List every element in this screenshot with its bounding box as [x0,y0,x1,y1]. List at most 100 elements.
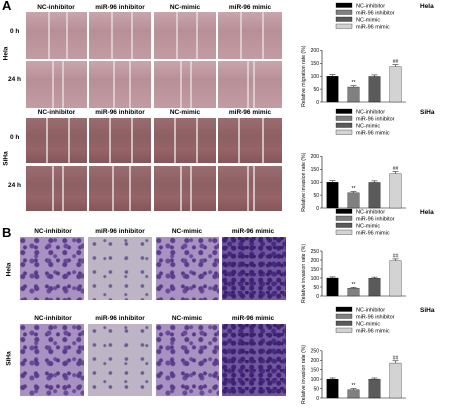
significance-2-1: ** [352,282,356,288]
legend-label-0-3: miR-96 mimic [356,25,390,31]
y-tick-label-3-0: 0 [316,396,319,402]
bar-3-2 [368,378,381,399]
chart-invasion-siha-wound: NC-inhibitor miR-96 inhibitor NC-mimic miR-… [296,106,472,218]
wound-siha-24h-mir96-inhibitor-image [89,166,151,211]
chart-title-2: Hela [420,209,434,216]
legend-label-2-1: miR-96 inhibitor [356,217,395,223]
legend-swatch-0-2 [335,16,353,22]
bar-3-3 [389,362,402,399]
wound-siha-col-title-1: NC-inhibitor [37,109,76,116]
transwell-siha-nc-mimic-image [156,324,219,396]
transwell-siha-col-title-4: miR-96 mimic [231,315,275,322]
wound-siha-col-title-3: NC-mimic [169,109,201,116]
bar-2-0 [326,277,339,297]
legend-swatch-2-0 [335,208,353,214]
significance-0-3: ## [393,59,399,65]
significance-1-3: ## [393,166,399,172]
bar-2-3 [389,260,402,297]
legend-label-2-3: miR-96 mimic [356,231,390,237]
chart-title-1: SiHa [420,109,435,116]
wound-siha-0h-nc-inhibitor-image [26,118,87,163]
chart-title-0: Hela [420,3,434,10]
panel-label-b: B [2,225,12,240]
bar-1-3 [389,173,402,209]
significance-3-3: ## [393,355,399,361]
chart-title-3: SiHa [420,307,435,314]
transwell-siha-col-title-1: NC-inhibitor [34,315,72,322]
y-axis-label-0: Relative migration rate (%) [301,45,307,107]
wound-siha-time-0h: 0 h [10,134,20,141]
bar-0-1 [347,86,360,103]
wound-hela-0h-mir96-inhibitor-image [89,12,151,59]
transwell-hela-cell-line: Hela [5,262,13,277]
transwell-siha-nc-inhibitor-image [20,324,84,396]
y-tick-label-1-2: 100 [311,180,320,186]
wound-hela-0h-mir96-mimic-image [218,12,282,59]
wound-hela-time-0h: 0 h [10,28,20,35]
y-tick-label-0-0: 0 [316,100,319,106]
wound-siha-col-title-4: miR-96 mimic [228,109,272,116]
y-tick-label-2-2: 100 [311,276,320,282]
y-tick-label-2-0: 0 [316,294,319,300]
wound-hela-0h-nc-inhibitor-image [26,12,87,59]
legend-label-0-0: NC-inhibitor [356,4,385,10]
transwell-siha-mir96-inhibitor-image [88,324,152,396]
y-tick-label-3-2: 100 [311,377,320,383]
wound-hela-col-title-3: NC-mimic [169,4,201,11]
y-tick-label-1-3: 150 [311,167,320,173]
y-tick-label-2-4: 200 [311,258,320,264]
y-tick-label-2-1: 50 [313,285,319,291]
wound-siha-24h-nc-mimic-image [154,166,216,211]
y-axis-label-3: Relative invasion rate (%) [301,345,307,404]
y-tick-label-3-3: 150 [311,367,320,373]
bar-3-1 [347,389,360,399]
y-tick-label-1-1: 50 [313,193,319,199]
wound-hela-time-24h: 24 h [8,76,22,83]
transwell-hela-nc-mimic-image [156,237,219,300]
bar-2-1 [347,288,360,297]
y-axis-label-1: Relative invasion rate (%) [301,152,307,211]
transwell-siha-col-title-2: miR-96 inhibitor [95,315,145,322]
legend-label-0-1: miR-96 inhibitor [356,11,395,17]
y-tick-label-1-4: 200 [311,154,320,160]
legend-swatch-3-3 [335,327,353,333]
transwell-hela-col-title-3: NC-mimic [171,228,203,235]
significance-2-3: ## [393,253,399,259]
legend-swatch-3-0 [335,306,353,312]
chart-invasion-siha: NC-inhibitor miR-96 inhibitor NC-mimic miR-… [296,304,472,408]
legend-swatch-2-2 [335,222,353,228]
y-tick-label-3-5: 250 [311,349,320,355]
legend-swatch-0-1 [335,9,353,15]
legend-swatch-1-3 [335,129,353,135]
wound-siha-0h-mir96-mimic-image [218,118,282,163]
wound-hela-24h-mir96-mimic-image [218,61,282,108]
y-tick-label-3-4: 200 [311,358,320,364]
legend-swatch-1-2 [335,122,353,128]
wound-hela-0h-nc-mimic-image [154,12,216,59]
legend-label-2-0: NC-inhibitor [356,210,385,216]
legend-swatch-0-0 [335,2,353,8]
bar-2-2 [368,278,381,297]
wound-siha-24h-mir96-mimic-image [218,166,282,211]
chart-migration-hela: NC-inhibitor miR-96 inhibitor NC-mimic miR-… [296,0,472,112]
legend-swatch-1-1 [335,115,353,121]
bar-1-0 [326,182,339,209]
wound-hela-col-title-4: miR-96 mimic [228,4,272,11]
legend-label-3-3: miR-96 mimic [356,329,390,335]
wound-hela-24h-nc-mimic-image [154,61,216,108]
legend-label-0-2: NC-mimic [356,18,380,24]
bar-1-2 [368,182,381,209]
y-tick-label-0-3: 150 [311,61,320,67]
transwell-hela-nc-inhibitor-image [20,237,84,300]
legend-label-3-1: miR-96 inhibitor [356,315,395,321]
legend-label-1-2: NC-mimic [356,124,380,130]
legend-swatch-3-2 [335,320,353,326]
legend-label-1-0: NC-inhibitor [356,110,385,116]
wound-siha-col-title-2: miR-96 inhibitor [95,109,145,116]
transwell-siha-mir96-mimic-image [222,324,286,396]
transwell-hela-col-title-4: miR-96 mimic [231,228,275,235]
y-tick-label-1-0: 0 [316,206,319,212]
wound-hela-col-title-1: NC-inhibitor [37,4,75,11]
wound-hela-24h-nc-inhibitor-image [26,61,87,108]
chart-invasion-hela: NC-inhibitor miR-96 inhibitor NC-mimic miR-… [296,206,472,306]
